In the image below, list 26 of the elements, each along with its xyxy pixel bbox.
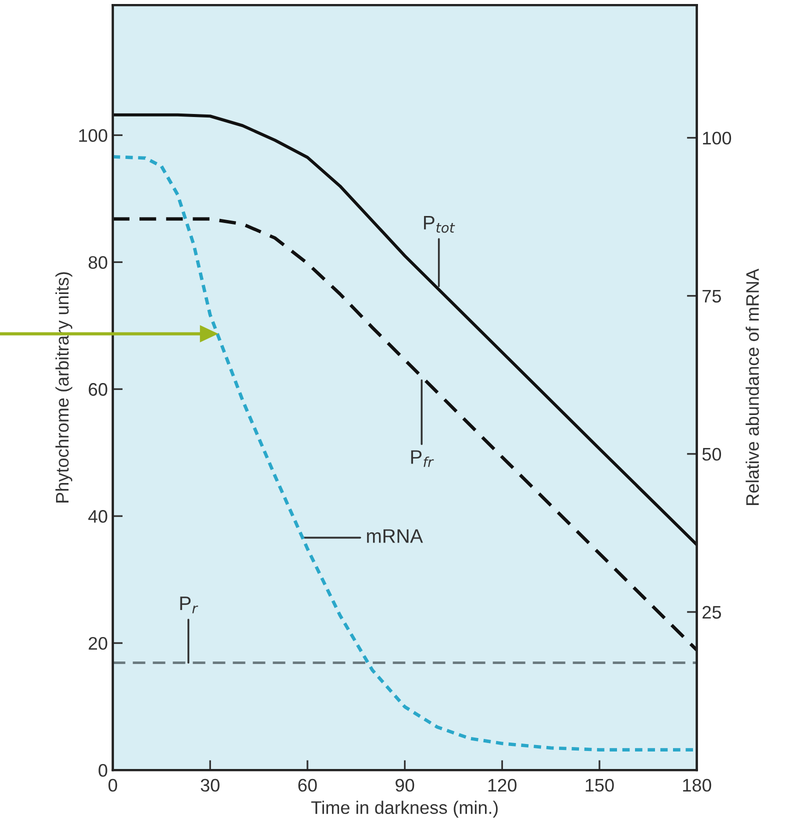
y2-tick-label: 50	[702, 448, 722, 461]
annotation: mRNA	[367, 529, 423, 543]
y-tick-label: 100	[79, 129, 108, 142]
x-tick-label: 180	[683, 778, 712, 792]
y-tick-label: 0	[98, 764, 108, 777]
y-axis-title: Phytochrome (arbitrary units)	[55, 272, 72, 502]
y-tick-label: 20	[88, 637, 108, 650]
annotation: P$_{r}$	[180, 596, 198, 614]
x-tick-label: 90	[396, 778, 414, 792]
y-tick-label: 40	[88, 510, 108, 523]
x-tick-label: 30	[200, 778, 220, 792]
annotation: P$_{fr}$	[411, 450, 434, 467]
x-tick-label: 150	[586, 778, 614, 792]
y2-tick-label: 75	[702, 290, 721, 303]
y-tick-label: 60	[88, 383, 108, 396]
line-series	[112, 113, 697, 546]
x-tick-label: 120	[488, 778, 516, 792]
y2-axis-title: Relative abundance of mRNA	[746, 268, 759, 505]
y-tick-label: 80	[88, 256, 108, 269]
y2-tick-label: 100	[703, 132, 732, 145]
x-axis-title: Time in darkness (min.)	[311, 800, 498, 818]
x-tick-label: 0	[108, 778, 118, 792]
line-series	[112, 217, 697, 652]
x-tick-label: 60	[298, 778, 317, 792]
y2-tick-label: 25	[702, 606, 721, 619]
annotation: P$_{tot}$	[424, 216, 456, 233]
